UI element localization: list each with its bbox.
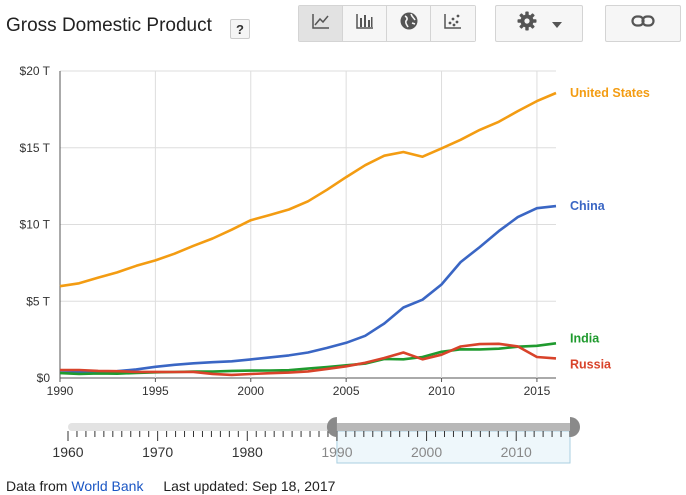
line-chart-icon [311, 12, 331, 35]
map-button[interactable] [387, 6, 431, 41]
series-label-india: India [570, 331, 600, 345]
timeline-year-label: 1960 [52, 444, 83, 460]
timeline-year-label: 1980 [232, 444, 263, 460]
share-link-button[interactable] [605, 5, 681, 42]
series-label-china: China [570, 199, 606, 213]
gear-icon [516, 10, 538, 37]
series-line-united-states [59, 91, 557, 288]
y-tick-label: $15 T [20, 141, 51, 155]
x-tick-label: 1995 [142, 384, 169, 398]
slider-selected-track [336, 423, 570, 431]
range-end-handle[interactable] [570, 417, 580, 437]
scatter-plot-icon [443, 12, 463, 35]
range-start-handle[interactable] [326, 417, 337, 437]
line-chart-button[interactable] [299, 6, 343, 41]
caret-down-icon [552, 15, 562, 33]
chart-type-toolbar [298, 5, 476, 42]
footer: Data from World Bank Last updated: Sep 1… [6, 478, 335, 494]
last-updated: Last updated: Sep 18, 2017 [163, 478, 336, 494]
timeline-year-label: 2000 [411, 444, 442, 460]
series-line-russia [60, 342, 557, 377]
gdp-line-chart: $0 $5 T $10 T $15 T $20 T 1990 1995 2000 2005 201… [20, 64, 650, 398]
year-range-slider[interactable]: 1960 1970 1980 1990 2000 2010 [0, 410, 686, 470]
timeline-year-label: 2010 [501, 444, 532, 460]
x-tick-label: 2015 [524, 384, 551, 398]
page-title: Gross Domestic Product [6, 15, 212, 36]
scatter-chart-button[interactable] [431, 6, 475, 41]
y-tick-label: $20 T [20, 64, 51, 78]
source-link[interactable]: World Bank [71, 478, 144, 494]
globe-icon [399, 11, 419, 36]
source-prefix: Data from [6, 478, 68, 494]
x-tick-label: 2010 [428, 384, 455, 398]
timeline-year-label: 1970 [142, 444, 173, 460]
x-tick-label: 2000 [237, 384, 264, 398]
y-tick-label: $0 [37, 371, 51, 385]
series-label-russia: Russia [570, 357, 612, 371]
x-tick-label: 2005 [333, 384, 360, 398]
settings-button[interactable] [495, 5, 583, 42]
bar-chart-button[interactable] [343, 6, 387, 41]
link-icon [631, 14, 655, 33]
bar-chart-icon [355, 12, 375, 35]
timeline-year-label: 1990 [321, 444, 352, 460]
x-tick-label: 1990 [47, 384, 74, 398]
series-line-china [59, 204, 557, 374]
help-button[interactable]: ? [230, 19, 250, 39]
series-label-united-states: United States [570, 86, 650, 100]
y-tick-label: $5 T [26, 294, 50, 308]
y-tick-label: $10 T [20, 218, 51, 232]
